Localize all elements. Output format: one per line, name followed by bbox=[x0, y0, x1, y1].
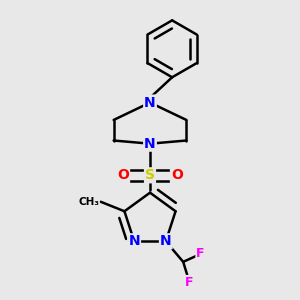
Text: N: N bbox=[160, 234, 172, 248]
Text: O: O bbox=[171, 168, 183, 182]
Text: F: F bbox=[196, 248, 205, 260]
Text: F: F bbox=[185, 276, 194, 289]
Text: CH₃: CH₃ bbox=[78, 197, 99, 207]
Text: S: S bbox=[145, 168, 155, 182]
Text: N: N bbox=[144, 137, 156, 151]
Text: N: N bbox=[128, 234, 140, 248]
Text: O: O bbox=[117, 168, 129, 182]
Text: N: N bbox=[144, 96, 156, 110]
